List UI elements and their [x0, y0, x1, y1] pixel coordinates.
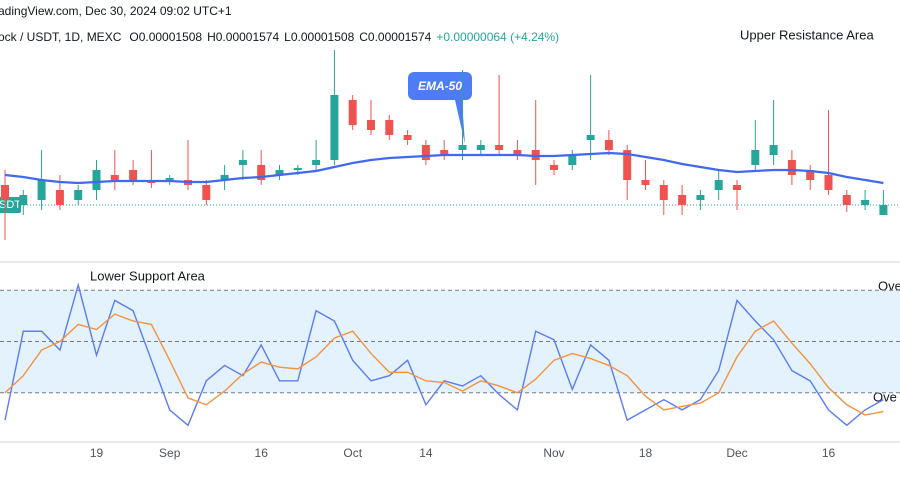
x-tick-label: 16: [822, 446, 836, 460]
candle-body: [769, 145, 778, 155]
candle-body: [513, 150, 522, 155]
candle-body: [37, 180, 46, 200]
symbol: ock / USDT, 1D, MEXC: [0, 30, 122, 44]
candle-body: [861, 200, 870, 205]
candle-body: [842, 195, 851, 205]
price-tag-label: SDT: [0, 199, 21, 211]
candle-body: [110, 175, 119, 180]
oscillator-line: [4, 313, 884, 416]
ema-callout: [408, 72, 472, 144]
change-label: +0.00000064 (+4.24%): [436, 30, 559, 44]
candle-body: [202, 185, 211, 200]
x-tick-label: Sep: [159, 446, 181, 460]
candle-body: [1, 185, 9, 200]
annotation: Ove: [878, 278, 900, 293]
x-tick-label: 16: [255, 446, 269, 460]
candle-body: [421, 145, 430, 160]
candle-body: [367, 120, 375, 130]
annotation: Lower Support Area: [90, 268, 206, 283]
candle-body: [604, 140, 613, 150]
candle-body: [659, 185, 668, 200]
candle-body: [165, 178, 174, 180]
candle-body: [586, 135, 595, 140]
annotation: Upper Resistance Area: [740, 27, 874, 42]
ohlc-label: O0.00001508: [129, 30, 202, 44]
candle-body: [385, 120, 394, 135]
candle-body: [348, 100, 357, 125]
candle-body: [495, 145, 504, 150]
candle-body: [293, 168, 302, 170]
ohlc-label: H0.00001574: [207, 30, 279, 44]
x-tick-label: Nov: [543, 446, 564, 460]
candle-body: [787, 160, 796, 175]
x-tick-label: 18: [639, 446, 653, 460]
x-tick-label: 19: [90, 446, 104, 460]
candle-body: [458, 145, 467, 150]
candle-body: [403, 135, 412, 140]
candle-body: [74, 190, 83, 200]
oscillator-line: [4, 282, 884, 427]
candle-body: [733, 185, 741, 190]
candle-body: [330, 95, 339, 160]
x-tick-label: Oct: [343, 446, 362, 460]
candle-body: [476, 145, 485, 150]
candle-body: [806, 170, 815, 180]
candle-body: [751, 150, 760, 165]
candle-body: [257, 165, 266, 180]
ema-line: [4, 151, 884, 185]
ema-callout-label: EMA-50: [418, 79, 462, 93]
candle-body: [440, 150, 449, 155]
candle-body: [568, 155, 577, 165]
ohlc-label: C0.00001574: [359, 30, 431, 44]
x-tick-label: Dec: [726, 446, 747, 460]
candle-body: [129, 170, 138, 180]
candle-body: [92, 170, 101, 190]
candle-body: [641, 180, 650, 185]
candle-body: [678, 195, 687, 205]
candle-body: [238, 160, 247, 165]
candle-body: [275, 170, 284, 175]
header: adingView.com, Dec 30, 2024 09:02 UTC+1: [0, 4, 232, 18]
candle-body: [55, 190, 64, 205]
candle-body: [696, 195, 705, 200]
candle-body: [623, 150, 632, 180]
x-tick-label: 14: [419, 446, 433, 460]
ohlc-label: L0.00001508: [284, 30, 354, 44]
candle-body: [19, 195, 28, 205]
candle-body: [714, 180, 723, 190]
candle-body: [879, 205, 888, 215]
candle-body: [312, 160, 321, 165]
candle-body: [220, 175, 229, 180]
candle-body: [824, 175, 833, 190]
candle-body: [550, 165, 558, 170]
